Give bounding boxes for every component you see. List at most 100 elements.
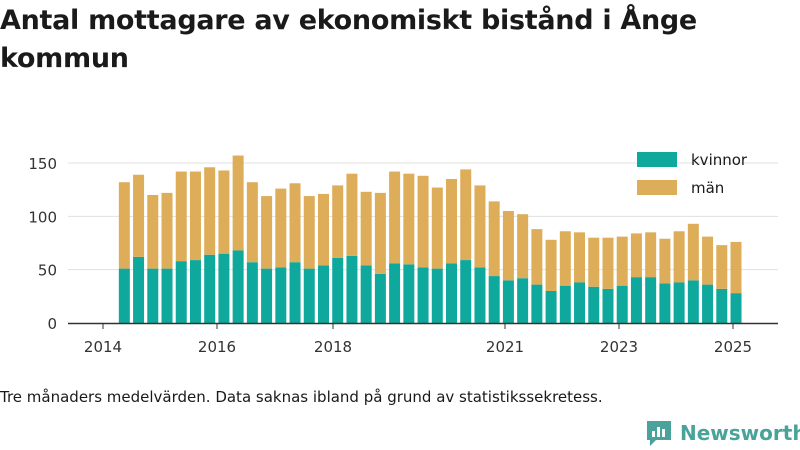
bar-kvinnor [118,268,130,323]
bar-kvinnor [474,267,486,323]
y-axis-ticks: 0 50 100 150 [28,155,57,333]
bar-kvinnor [602,288,614,323]
bar-man [232,155,244,251]
bar-kvinnor [147,268,159,323]
bar-man [261,196,273,269]
x-tick-label: 2023 [600,338,638,356]
bar-kvinnor [616,285,628,323]
bar-kvinnor [630,277,642,323]
bar-man [474,185,486,268]
x-tick-label: 2014 [84,338,122,356]
bar-man [517,214,529,279]
x-tick-label: 2016 [198,338,236,356]
bar-man [317,193,329,266]
bar-kvinnor [716,288,728,323]
newsworthy-logo[interactable]: Newsworthy [644,418,800,448]
bar-man [189,171,201,261]
bar-man [346,173,358,256]
y-tick-label: 50 [38,262,57,280]
bar-man [118,182,130,269]
bar-man [659,238,671,284]
bar-man [175,171,187,262]
bar-man [360,191,372,266]
bar-man [417,175,429,268]
bar-kvinnor [303,268,315,323]
bar-kvinnor [204,254,216,323]
bar-kvinnor [332,257,344,323]
bar-man [218,170,230,254]
legend-swatch [637,152,677,167]
bar-man [716,245,728,289]
bar-kvinnor [488,276,500,323]
bars [118,155,742,323]
bar-kvinnor [502,280,514,323]
bar-man [403,173,415,265]
bar-kvinnor [246,262,258,323]
bar-kvinnor [417,267,429,323]
bar-man [431,187,443,269]
bar-man [687,223,699,281]
legend: kvinnor män [637,151,748,197]
chart-title: Antal mottagare av ekonomiskt bistånd i … [0,5,697,74]
bar-kvinnor [360,265,372,323]
y-tick-label: 0 [47,315,57,333]
bar-man [730,241,742,294]
bar-man [133,174,145,257]
legend-swatch [637,180,677,195]
x-tick-label: 2025 [714,338,752,356]
bar-man [702,236,714,285]
bar-man [332,185,344,258]
y-tick-label: 100 [28,208,57,226]
bar-man [602,237,614,289]
bar-kvinnor [460,260,472,323]
bar-kvinnor [659,283,671,323]
brand-name: Newsworthy [680,421,800,445]
bar-kvinnor [588,286,600,323]
bar-kvinnor [730,293,742,323]
bar-man [559,231,571,286]
bar-chart: 0 50 100 150 2014 2016 2018 2021 2023 2025 kvinn… [28,151,778,356]
newsworthy-icon [647,421,671,446]
bar-man [673,231,685,283]
x-tick-label: 2021 [486,338,524,356]
bar-man [204,167,216,255]
bar-kvinnor [161,268,173,323]
y-tick-label: 150 [28,155,57,173]
bar-kvinnor [559,285,571,323]
bar-kvinnor [317,265,329,323]
bar-man [531,229,543,285]
bar-man [303,196,315,269]
bar-kvinnor [574,282,586,323]
bar-kvinnor [389,263,401,323]
bar-kvinnor [133,256,145,323]
bar-kvinnor [346,255,358,323]
bar-kvinnor [261,268,273,323]
bar-man [275,188,287,268]
bar-kvinnor [446,263,458,323]
bar-man [289,183,301,263]
bar-kvinnor [702,284,714,323]
bar-kvinnor [289,262,301,323]
bar-kvinnor [531,284,543,323]
legend-label: män [691,179,724,197]
bar-man [246,182,258,263]
bar-man [446,179,458,264]
bar-man [161,192,173,269]
bar-man [645,232,657,278]
bar-man [630,233,642,278]
bar-man [460,169,472,261]
bar-kvinnor [431,268,443,323]
x-axis-ticks: 2014 2016 2018 2021 2023 2025 [84,323,752,356]
bar-kvinnor [673,282,685,323]
bar-kvinnor [517,278,529,323]
bar-man [574,232,586,283]
x-tick-label: 2018 [314,338,352,356]
bar-man [616,236,628,286]
bar-kvinnor [374,273,386,323]
bar-kvinnor [189,260,201,323]
bar-man [588,237,600,287]
bar-kvinnor [218,253,230,323]
bar-man [374,192,386,274]
bar-man [488,201,500,277]
bar-man [147,195,159,269]
